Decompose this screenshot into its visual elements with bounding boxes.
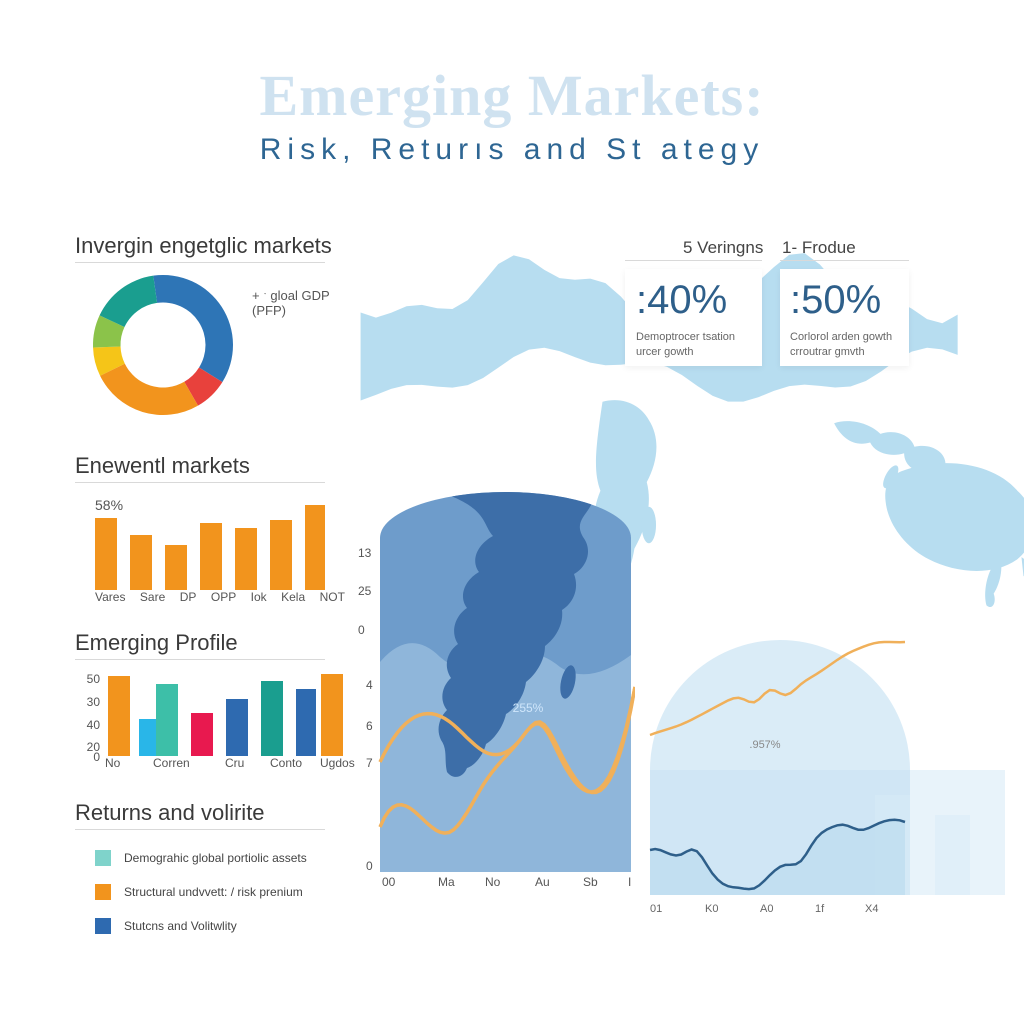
- svg-text:No: No: [485, 875, 501, 889]
- svg-text:Au: Au: [535, 875, 550, 889]
- svg-text:K0: K0: [705, 903, 718, 915]
- svg-text:4: 4: [366, 678, 373, 692]
- svg-text:I: I: [628, 875, 631, 889]
- svg-text:0: 0: [358, 623, 365, 637]
- svg-text:6: 6: [366, 719, 373, 733]
- svg-text:0: 0: [366, 859, 373, 873]
- svg-text:Sb: Sb: [583, 875, 598, 889]
- svg-text:00: 00: [382, 875, 396, 889]
- svg-text:13: 13: [358, 546, 372, 560]
- svg-text:255%: 255%: [513, 701, 544, 715]
- svg-text:25: 25: [358, 584, 372, 598]
- svg-text:.957%: .957%: [749, 739, 780, 751]
- svg-text:01: 01: [650, 903, 662, 915]
- svg-text:1f: 1f: [815, 903, 825, 915]
- svg-text:A0: A0: [760, 903, 773, 915]
- svg-text:7: 7: [366, 756, 373, 770]
- svg-text:X4: X4: [865, 903, 878, 915]
- svg-text:Ma: Ma: [438, 875, 455, 889]
